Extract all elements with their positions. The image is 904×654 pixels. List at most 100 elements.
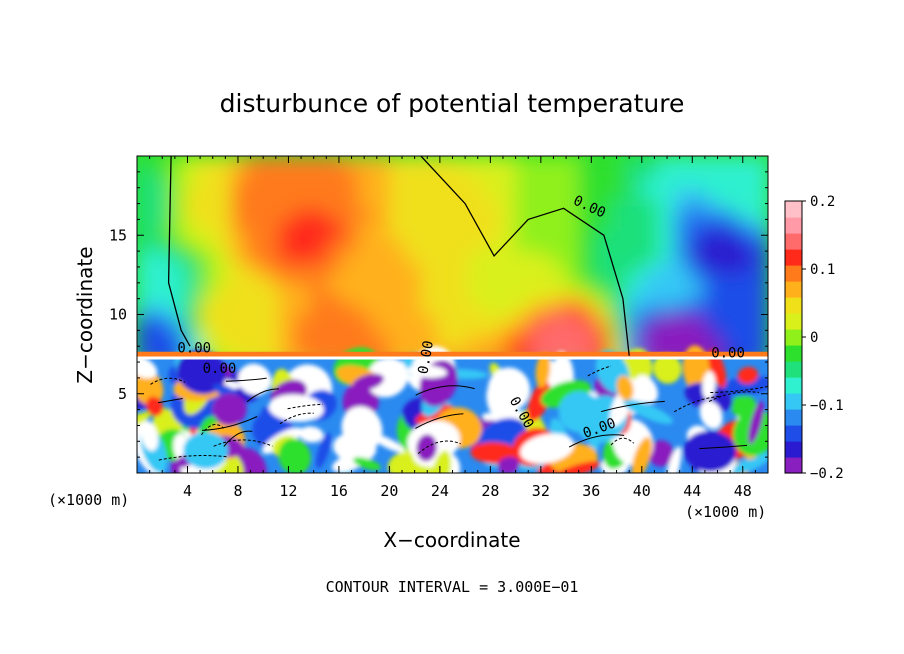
field-cell	[626, 271, 643, 284]
field-cell	[515, 208, 533, 221]
field-cell	[373, 271, 391, 284]
field-cell	[720, 324, 738, 337]
field-cell	[626, 240, 643, 252]
field-cell	[594, 208, 612, 221]
field-cell	[326, 271, 344, 284]
field-cell	[704, 261, 722, 273]
layer-contour	[417, 440, 461, 454]
field-cell	[594, 293, 612, 305]
field-cell	[499, 229, 517, 242]
field-cell	[515, 166, 533, 178]
field-cell	[200, 240, 217, 252]
field-cell	[200, 345, 217, 358]
field-cell	[452, 177, 470, 189]
field-cell	[689, 271, 706, 284]
field-cell	[137, 335, 154, 347]
field-cell	[531, 303, 549, 316]
field-cell	[752, 324, 768, 337]
field-cell	[484, 282, 501, 294]
field-cell	[704, 303, 722, 316]
field-cell	[452, 293, 470, 305]
field-cell	[310, 229, 328, 242]
field-cell	[215, 229, 233, 242]
field-cell	[641, 208, 659, 221]
field-cell	[326, 156, 344, 168]
field-cell	[673, 156, 691, 168]
field-cell	[168, 229, 186, 242]
field-cell	[357, 240, 375, 252]
field-cell	[326, 250, 344, 263]
field-cell	[673, 314, 691, 326]
contour-label: 0.00	[415, 339, 437, 375]
field-cell	[515, 219, 533, 231]
field-cell	[562, 198, 580, 210]
field-cell	[342, 177, 359, 189]
field-cell	[562, 314, 580, 326]
field-cell	[673, 293, 691, 305]
field-cell	[420, 314, 438, 326]
upper-field	[137, 156, 768, 368]
field-cell	[200, 177, 217, 189]
field-cell	[515, 293, 533, 305]
field-cell	[547, 271, 564, 284]
field-cell	[405, 198, 422, 210]
field-cell	[468, 293, 486, 305]
field-cell	[626, 314, 643, 326]
field-cell	[200, 271, 217, 284]
field-cell	[342, 187, 359, 200]
field-cell	[673, 198, 691, 210]
field-cell	[310, 177, 328, 189]
field-cell	[436, 271, 454, 284]
field-cell	[468, 324, 486, 337]
field-cell	[389, 219, 407, 231]
field-cell	[468, 198, 486, 210]
field-cell	[342, 229, 359, 242]
field-cell	[736, 208, 754, 221]
field-cell	[342, 166, 359, 178]
field-cell	[405, 166, 422, 178]
field-cell	[184, 324, 202, 337]
field-cell	[610, 271, 628, 284]
field-cell	[578, 219, 596, 231]
field-cell	[720, 345, 738, 358]
colorbar-tick-label: 0	[810, 330, 818, 346]
field-cell	[626, 177, 643, 189]
colorbar-swatch	[785, 217, 802, 234]
turbulence-blob	[558, 391, 601, 433]
field-cell	[736, 198, 754, 210]
field-cell	[531, 187, 549, 200]
field-cell	[704, 271, 722, 284]
field-cell	[626, 250, 643, 263]
field-cell	[689, 177, 706, 189]
field-cell	[436, 261, 454, 273]
field-cell	[736, 335, 754, 347]
x-tick-label: 40	[633, 482, 651, 500]
field-cell	[137, 250, 154, 263]
field-cell	[626, 219, 643, 231]
field-cell	[752, 261, 768, 273]
field-cell	[420, 282, 438, 294]
field-cell	[200, 261, 217, 273]
turbulence-blob	[341, 406, 383, 452]
field-cell	[499, 335, 517, 347]
field-cell	[562, 261, 580, 273]
field-cell	[436, 324, 454, 337]
field-cell	[610, 345, 628, 358]
turbulence-blob	[268, 394, 324, 422]
turbulence-blob	[487, 367, 531, 411]
turbulence-blob	[415, 404, 454, 425]
field-cell	[752, 303, 768, 316]
field-cell	[594, 314, 612, 326]
field-cell	[137, 166, 154, 178]
y-tick-label: 5	[118, 385, 127, 403]
field-cell	[279, 177, 296, 189]
y-axis: 5 10 15	[109, 171, 768, 458]
field-cell	[294, 198, 312, 210]
field-cell	[689, 198, 706, 210]
turbulence-blob	[634, 374, 658, 404]
field-cell	[405, 324, 422, 337]
field-cell	[263, 229, 280, 242]
field-cell	[578, 156, 596, 168]
field-cell	[484, 250, 501, 263]
field-cell	[689, 303, 706, 316]
